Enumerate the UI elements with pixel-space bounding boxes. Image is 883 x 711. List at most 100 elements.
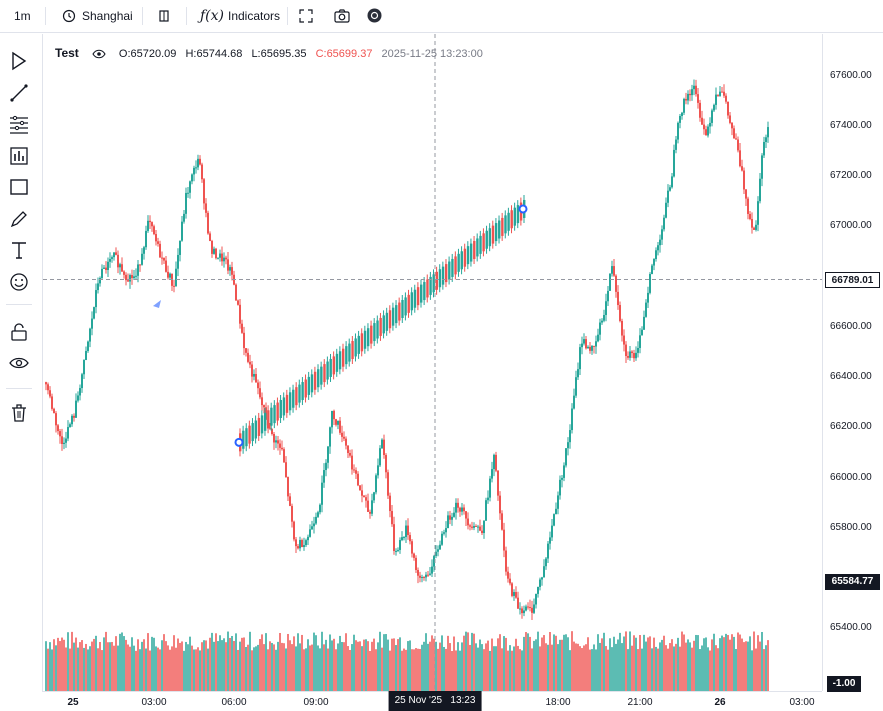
time-tick: 09:00 xyxy=(303,697,329,708)
volume-bar xyxy=(467,632,469,691)
pattern-tool[interactable] xyxy=(8,145,30,167)
volume-bar xyxy=(639,635,641,691)
lock-drawings-button[interactable] xyxy=(8,321,30,343)
volume-bar xyxy=(235,633,237,691)
volume-bar xyxy=(533,640,535,691)
text-tool[interactable] xyxy=(8,239,30,261)
trend-line-tool[interactable] xyxy=(8,82,30,104)
candles-icon xyxy=(159,10,169,22)
volume-bar xyxy=(67,632,69,691)
candle-body xyxy=(481,530,483,534)
candle-body xyxy=(383,439,385,455)
candle-body xyxy=(317,512,319,517)
drawn-candle-body xyxy=(317,369,320,388)
volume-bar xyxy=(521,650,523,691)
drawn-candle-body xyxy=(473,241,476,260)
candle-body xyxy=(547,543,549,559)
volume-bar xyxy=(701,645,703,691)
volume-bar xyxy=(675,643,677,691)
interval-button[interactable]: 1m xyxy=(14,9,31,23)
candle-body xyxy=(419,575,421,578)
volume-bar xyxy=(397,639,399,691)
candle-body xyxy=(255,373,257,383)
candle-body xyxy=(611,266,613,274)
drawn-candle-body xyxy=(385,312,389,331)
volume-bar xyxy=(411,649,413,691)
candle-body xyxy=(483,520,485,534)
volume-bar xyxy=(199,650,201,691)
volume-bar xyxy=(551,644,553,691)
fullscreen-button[interactable] xyxy=(299,6,313,26)
volume-bar xyxy=(137,639,139,691)
cursor-tool[interactable] xyxy=(8,50,30,72)
fib-tool[interactable] xyxy=(8,113,30,135)
candle-body xyxy=(711,110,713,123)
candle-body xyxy=(655,250,657,260)
toolbar-divider xyxy=(186,7,187,25)
volume-bar xyxy=(171,646,173,691)
volume-bar xyxy=(737,632,739,691)
volume-bar xyxy=(707,647,709,691)
candle-body xyxy=(85,350,87,360)
time-tick: 26 xyxy=(714,697,726,708)
candle-body xyxy=(381,439,383,449)
price-scale[interactable] xyxy=(822,34,883,691)
symbol-name[interactable]: Test xyxy=(55,46,79,60)
candle-body xyxy=(437,549,439,552)
time-tick: 18:00 xyxy=(545,697,571,708)
candle-body xyxy=(675,139,677,150)
candle-body xyxy=(761,155,763,179)
candle-body xyxy=(259,388,261,398)
candle-body xyxy=(567,442,569,449)
drawn-candle-body xyxy=(245,428,248,447)
volume-bar xyxy=(249,631,251,691)
shape-tool[interactable] xyxy=(8,176,30,198)
drawn-candle-body xyxy=(288,392,292,411)
candle-body xyxy=(651,265,653,275)
drawn-candle-body xyxy=(326,361,329,380)
eye-icon[interactable] xyxy=(92,49,106,59)
candle-body xyxy=(87,341,89,351)
candle-body xyxy=(367,500,369,512)
hide-drawings-button[interactable] xyxy=(8,352,30,374)
volume-bar xyxy=(699,649,701,691)
volume-bar xyxy=(449,643,451,691)
chart-pane[interactable] xyxy=(42,34,822,691)
screenshot-button[interactable] xyxy=(334,6,350,26)
indicators-button[interactable]: ƒ(x) Indicators xyxy=(200,6,280,26)
volume-bar xyxy=(671,639,673,691)
candle-body xyxy=(609,273,611,291)
replay-button[interactable] xyxy=(367,6,383,26)
volume-bar xyxy=(545,643,547,691)
clock-icon xyxy=(62,9,76,23)
volume-bar xyxy=(677,637,679,691)
volume-bar xyxy=(59,641,61,691)
emoji-tool[interactable] xyxy=(8,271,30,293)
bar-type-button[interactable] xyxy=(157,6,171,26)
candle-body xyxy=(561,477,563,480)
candle-body xyxy=(273,434,275,443)
candle-body xyxy=(297,546,299,549)
volume-bar xyxy=(403,648,405,691)
volume-bar xyxy=(95,635,97,691)
low-value: L:65695.35 xyxy=(251,48,307,60)
volume-bar xyxy=(349,649,351,691)
volume-bar xyxy=(715,645,717,691)
timezone-button[interactable]: Shanghai xyxy=(62,6,133,26)
candle-body xyxy=(385,454,387,473)
datetime-value: 2025-11-25 13:23:00 xyxy=(381,48,483,60)
text-icon xyxy=(12,242,26,259)
remove-drawings-button[interactable] xyxy=(8,402,30,424)
volume-bar xyxy=(111,641,113,691)
price-chart[interactable] xyxy=(43,34,822,691)
volume-bar xyxy=(691,647,693,691)
candle-body xyxy=(707,126,709,136)
candle-body xyxy=(519,608,521,610)
volume-bar xyxy=(435,641,437,691)
brush-tool[interactable] xyxy=(8,208,30,230)
volume-bar xyxy=(413,649,415,691)
candle-body xyxy=(447,515,449,529)
candle-body xyxy=(163,257,165,261)
candle-body xyxy=(389,495,391,512)
drawn-candle-body xyxy=(460,251,463,270)
